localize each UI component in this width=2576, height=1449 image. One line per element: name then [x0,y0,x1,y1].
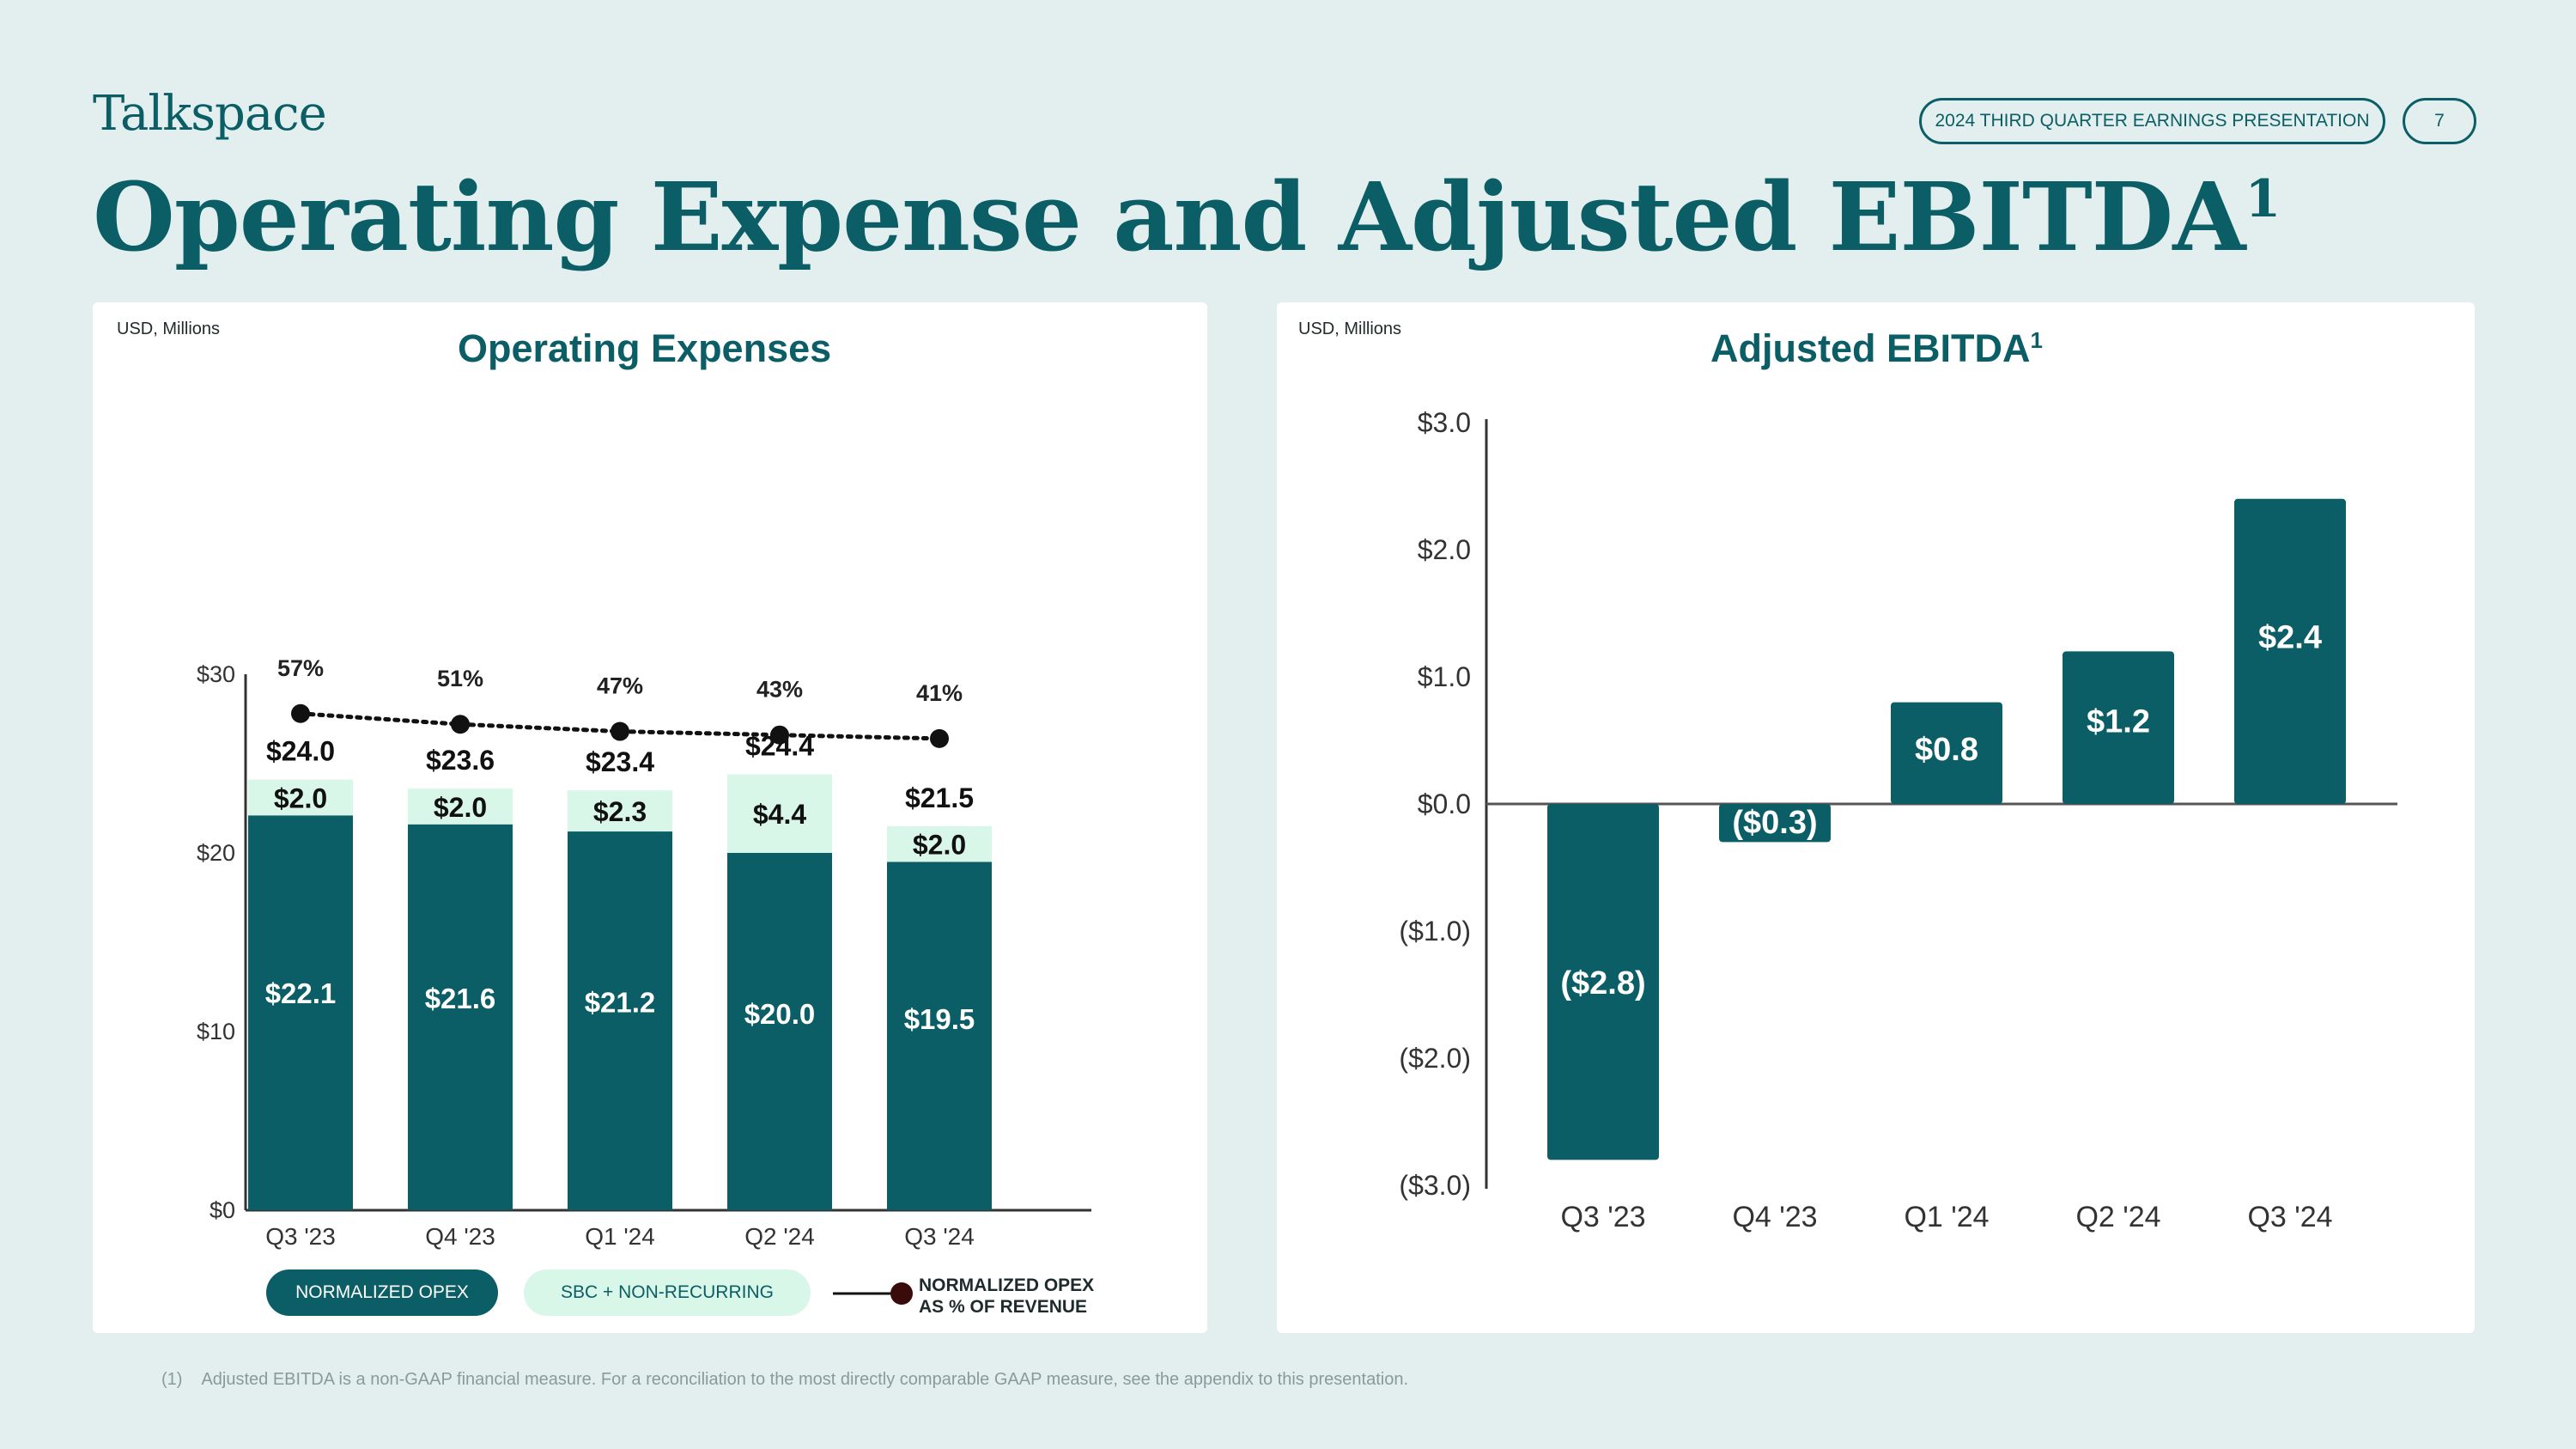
legend-line-marker [833,1282,913,1305]
ebitda-y-tick-label: $2.0 [1418,534,1471,565]
opex-bar-sbc [568,790,672,832]
opex-total-label: $23.4 [586,746,654,777]
ebitda-value-label: $2.4 [2258,620,2322,656]
ebitda-x-tick-label: Q3 '24 [2247,1201,2332,1233]
ebitda-value-label: $1.2 [2087,703,2150,740]
ebitda-bar [1547,804,1659,1160]
presentation-label: 2024 THIRD QUARTER EARNINGS PRESENTATION [1919,98,2385,144]
ebitda-x-tick-label: Q3 '23 [1560,1201,1645,1233]
opex-x-tick-label: Q3 '24 [904,1223,975,1250]
opex-bar-normalized [408,824,513,1210]
legend-sbc-nonrecurring: SBC + NON-RECURRING [524,1269,811,1316]
ebitda-value-label: $0.8 [1915,732,1978,768]
opex-chart: $0 $10 $20 $30 $22.1 $2.0 $24.0 Q3 '23 $21.6 $2.0… [197,655,1091,1250]
opex-x-tick-label: Q4 '23 [425,1223,495,1250]
ebitda-chart-title-text: Adjusted EBITDA [1710,326,2031,370]
ebitda-y-tick-label: $3.0 [1418,407,1471,438]
title-footnote-marker: 1 [2245,169,2281,229]
ebitda-unit-label: USD, Millions [1298,320,1402,338]
ebitda-bar [2234,498,2346,804]
footnote-number: (1) [161,1370,183,1389]
opex-bar-sbc [887,825,992,862]
ebitda-bar [1719,804,1831,843]
opex-total-label: $23.6 [426,745,495,776]
ebitda-value-label: ($2.8) [1560,965,1645,1002]
ebitda-card: USD, Millions Adjusted EBITDA1 $3.0 $2.0 $… [1277,302,2475,1333]
opex-y-tick-label: $20 [197,840,235,866]
opex-pct-label: 47% [597,673,643,699]
page-title: Operating Expense and Adjusted EBITDA1 [93,169,2281,265]
opex-pct-label: 57% [277,655,324,681]
opex-y-tick-label: $10 [197,1019,235,1044]
legend-line-dot [890,1282,913,1305]
opex-bar-sbc [408,788,513,825]
opex-x-tick-label: Q2 '24 [744,1223,815,1250]
ebitda-title-footnote-marker: 1 [2030,327,2043,353]
ebitda-bar [2063,651,2174,804]
opex-x-tick-label: Q3 '23 [265,1223,336,1250]
opex-bar-normalized [248,815,353,1210]
opex-normalized-value-label: $20.0 [744,998,816,1030]
opex-unit-label: USD, Millions [117,320,221,338]
opex-total-label: $24.0 [266,736,335,767]
opex-pct-label: 43% [756,677,803,703]
opex-pct-point [611,721,629,741]
opex-normalized-value-label: $21.6 [425,983,496,1014]
legend-opex-pct-revenue: NORMALIZED OPEX AS % OF REVENUE [919,1275,1094,1318]
opex-sbc-value-label: $2.0 [434,792,487,823]
opex-pct-label: 51% [437,666,483,691]
page-number: 7 [2403,98,2476,144]
page-title-text: Operating Expense and Adjusted EBITDA [93,161,2246,272]
opex-bar-normalized [568,831,672,1210]
ebitda-value-label: ($0.3) [1732,805,1817,841]
footnote-text: Adjusted EBITDA is a non-GAAP financial … [201,1370,1408,1389]
talkspace-logo: Talkspace [93,86,327,142]
legend-line-label-1: NORMALIZED OPEX [919,1275,1095,1295]
ebitda-y-tick-label: ($1.0) [1399,916,1471,947]
opex-sbc-value-label: $2.0 [274,783,327,814]
opex-pct-point [930,728,949,748]
opex-card: USD, Millions Operating Expenses $0 $10 $2… [93,302,1207,1333]
opex-pct-point [291,703,310,723]
ebitda-y-tick-label: $0.0 [1418,788,1471,819]
opex-sbc-value-label: $2.0 [913,830,966,861]
opex-normalized-value-label: $19.5 [904,1003,975,1035]
ebitda-x-tick-label: Q4 '23 [1732,1201,1817,1233]
legend-normalized-opex: NORMALIZED OPEX [266,1269,498,1316]
opex-bar-normalized [887,861,992,1210]
ebitda-chart-title: Adjusted EBITDA1 [1710,326,2043,371]
opex-chart-title: Operating Expenses [458,326,832,370]
opex-normalized-value-label: $21.2 [585,986,656,1018]
opex-bar-sbc [248,779,353,816]
ebitda-bar [1891,702,2002,804]
opex-pct-label: 41% [916,680,963,706]
ebitda-x-tick-label: Q2 '24 [2075,1201,2160,1233]
footnote: (1) Adjusted EBITDA is a non-GAAP financi… [161,1370,1408,1390]
opex-pct-point [770,725,789,745]
opex-bar-normalized [727,853,832,1210]
opex-sbc-value-label: $2.3 [593,796,647,827]
ebitda-chart: $3.0 $2.0 $1.0 $0.0 ($1.0) ($2.0) ($3.0) ($2.8)… [1399,407,2397,1233]
ebitda-y-tick-label: ($3.0) [1399,1170,1471,1201]
opex-y-tick-label: $0 [210,1197,235,1223]
opex-y-tick-label: $30 [197,661,235,687]
ebitda-x-tick-label: Q1 '24 [1904,1201,1989,1233]
ebitda-y-tick-label: $1.0 [1418,661,1471,692]
opex-pct-point [451,715,470,734]
opex-bar-sbc [727,774,832,853]
opex-total-label: $21.5 [905,782,974,813]
opex-normalized-value-label: $22.1 [265,977,337,1009]
ebitda-y-tick-label: ($2.0) [1399,1043,1471,1074]
opex-x-tick-label: Q1 '24 [585,1223,655,1250]
opex-sbc-value-label: $4.4 [753,799,806,830]
legend-line-label-2: AS % OF REVENUE [919,1297,1088,1317]
